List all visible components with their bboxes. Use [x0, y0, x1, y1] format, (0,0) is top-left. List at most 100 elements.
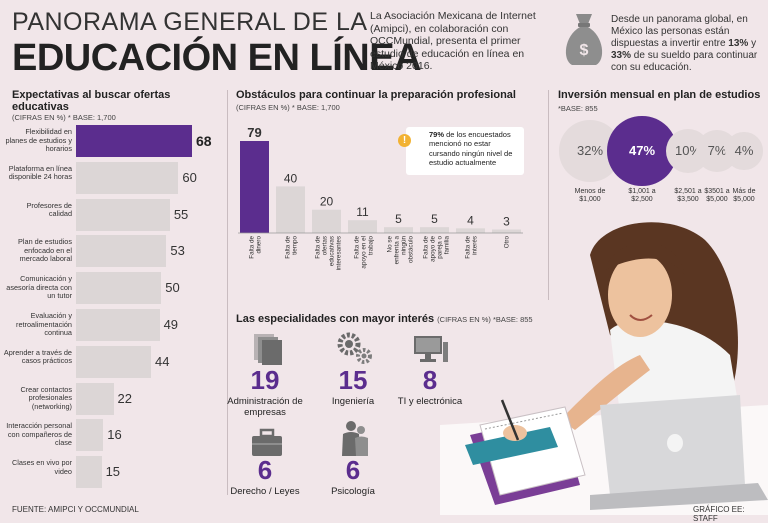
obstaculos-subtitle: (CIFRAS EN %) * BASE: 1,700 [236, 103, 340, 112]
bubble-label: $3501 a $5,000 [704, 188, 730, 203]
spec-label: Psicología [331, 486, 375, 497]
bubble-value: 4% [734, 143, 754, 158]
bar [420, 227, 449, 233]
expectativas-chart: Flexibilidad en planes de estudios y hor… [0, 0, 225, 521]
bar-label: Flexibilidad en planes de estudios y hor… [5, 127, 72, 153]
bar [76, 456, 102, 489]
bar [76, 235, 167, 268]
bubble-value: 10% [674, 143, 702, 158]
bubble-label: Más de $5,000 [732, 188, 756, 203]
bar-value: 5 [395, 212, 402, 226]
bar-label: Falta deofertaseducativasinteresantes [315, 236, 343, 271]
bar-label: Falta deinterés [465, 236, 479, 259]
obstaculos-note: 79% de los encuestados mencionó no estar… [429, 130, 521, 167]
divider [548, 90, 549, 300]
spec-value: 8 [422, 365, 438, 395]
bar-value: 15 [105, 464, 121, 480]
student-laptop-illustration [440, 222, 768, 515]
bar [276, 186, 305, 233]
briefcase-icon [252, 428, 282, 456]
bar-value: 20 [320, 195, 334, 209]
bar-value: 55 [173, 206, 189, 222]
bar-label: Falta dedinero [249, 236, 263, 259]
bar [348, 220, 377, 233]
bar-label: Clases en vivo por video [11, 458, 72, 476]
bubble [559, 120, 621, 182]
bar [76, 198, 170, 231]
bar-label: Falta deapoyo depareja ofamilia [423, 236, 451, 262]
bar [76, 272, 162, 305]
bar-label: Comunicación y asesoría directa con un t… [6, 274, 72, 301]
bar-value: 53 [170, 243, 185, 259]
global-text-post: de su sueldo para continuar con su educa… [611, 50, 758, 73]
bar [76, 382, 114, 415]
global-text: Desde un panorama global, en México las … [611, 14, 761, 74]
documents-icon [254, 334, 282, 365]
bar-label: Plan de estudios enfocado en el mercado … [18, 237, 72, 264]
spec-label: TI y electrónica [397, 396, 463, 407]
bar-value: 3 [503, 215, 510, 229]
inversion-subtitle: *BASE: 855 [558, 104, 598, 113]
bubble-value: 7% [707, 143, 727, 158]
divider [227, 90, 228, 495]
bubble-label: $1,001 a $2,500 [628, 188, 656, 203]
bar-label: Interacción personal con compañeros de c… [6, 421, 72, 448]
bar-label: Aprender a través de casos prácticos [3, 347, 72, 366]
intro-text: La Asociación Mexicana de Internet (Amip… [370, 10, 536, 72]
global-pct-1: 13% [728, 38, 749, 49]
bar-value: 4 [467, 213, 474, 227]
bar-value: 50 [165, 280, 180, 296]
especialidades-title: Las especialidades con mayor interés [236, 313, 435, 325]
bar-label: No seenfrenta aningúnobstáculo [387, 236, 415, 265]
spec-label: Administración de empresas [227, 396, 303, 418]
obstaculos-note-pct: 79% [429, 130, 445, 139]
bar [384, 227, 413, 233]
especialidades-heading: Las especialidades con mayor interés (CI… [236, 313, 533, 325]
bubble [725, 132, 763, 170]
svg-text:$: $ [580, 42, 589, 59]
bubble-value: 47% [628, 143, 656, 158]
inversion-title: Inversión mensual en plan de estudios [558, 89, 761, 101]
bar-label: Crear contactos profesionales (networkin… [20, 384, 72, 411]
expectativas-title: Expectativas al buscar ofertas educativa… [12, 89, 171, 113]
bar-label: Profesores de calidad [26, 200, 72, 219]
bar-value: 60 [182, 169, 197, 185]
bar-value: 16 [107, 427, 122, 443]
bubble [607, 116, 677, 186]
bar [240, 141, 269, 233]
footer-source: FUENTE: AMIPCI Y OCCMUNDIAL [12, 505, 139, 514]
bar [76, 419, 104, 452]
bar [76, 345, 152, 378]
global-pct-2: 33% [611, 50, 632, 61]
bar-label: Plataforma en línea disponible 24 horas [8, 163, 72, 182]
bar-label: Falta detiempo [285, 236, 299, 259]
title-line-2: EDUCACIÓN EN LÍNEA [12, 37, 422, 79]
global-text-mid: y [748, 38, 757, 49]
bubble [696, 130, 738, 172]
obstaculos-note-text: de los encuestados mencionó no estar cur… [429, 130, 513, 167]
global-text-pre: Desde un panorama global, en México las … [611, 14, 748, 49]
spec-value: 6 [257, 455, 273, 485]
bar [312, 209, 341, 233]
footer-credit: GRÁFICO EE: STAFF [693, 505, 745, 523]
spec-label: Derecho / Leyes [230, 486, 300, 497]
bar-value: 49 [163, 317, 179, 332]
expectativas-subtitle: (CIFRAS EN %) * BASE: 1,700 [12, 113, 116, 122]
spec-label: Ingeniería [331, 396, 375, 407]
bar-label: Evaluación y retroalimentación continua [16, 311, 72, 337]
bar [492, 229, 521, 233]
computer-icon [414, 336, 448, 362]
gears-icon [337, 332, 372, 364]
bubble [665, 128, 711, 174]
bar [76, 161, 179, 194]
obstaculos-note-box [406, 127, 524, 175]
warning-icon: ! [398, 134, 411, 147]
bar-value: 79 [247, 125, 261, 140]
bubble-label: $2,501 a $3,500 [674, 188, 702, 203]
bar-value: 68 [196, 133, 212, 149]
bar-value: 44 [155, 353, 170, 369]
bar-label: Falta deapoyo en eltrabajo [354, 236, 375, 269]
people-icon [342, 421, 368, 456]
especialidades-subtitle: (CIFRAS EN %) *BASE: 855 [437, 315, 533, 324]
obstaculos-chart: 79 Falta dedinero 40 Falta detiempo 20 Falta … [238, 125, 523, 271]
